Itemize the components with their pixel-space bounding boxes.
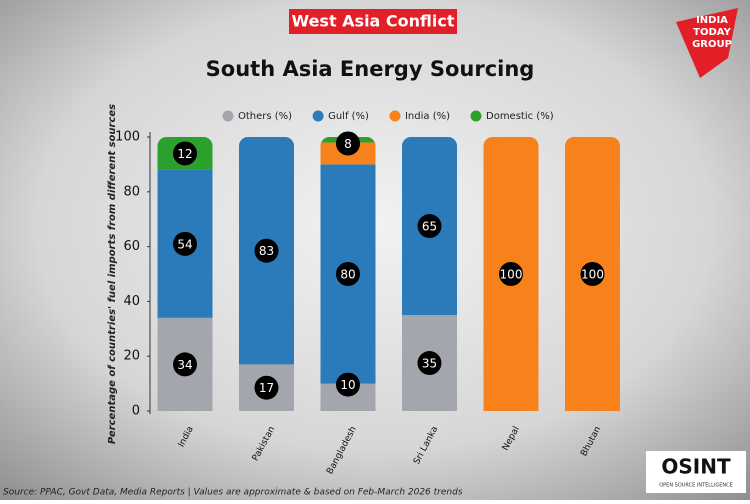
- badge-tagline: OPEN SOURCE INTELLIGENCE: [659, 483, 733, 489]
- legend-swatch: [470, 110, 482, 122]
- data-label: 35: [422, 357, 437, 371]
- y-axis-label: Percentage of countries' fuel imports fr…: [107, 104, 118, 444]
- label-badge: [417, 351, 442, 376]
- label-badge: [580, 262, 605, 286]
- bar-stack: [320, 137, 376, 411]
- legend-label: Others (%): [238, 111, 292, 122]
- label-badge: [254, 238, 279, 263]
- logo-text: INDIA: [696, 15, 728, 26]
- badge-box: [646, 451, 746, 493]
- y-tick-label: 80: [123, 184, 140, 199]
- legend-label: Domestic (%): [486, 111, 554, 122]
- legend-label: India (%): [405, 111, 450, 122]
- chart-title: South Asia Energy Sourcing: [206, 57, 535, 81]
- data-label: 54: [177, 237, 192, 251]
- logo-shape: [676, 8, 738, 78]
- label-badge: [254, 375, 279, 400]
- logo-text: TODAY: [693, 27, 731, 38]
- badge-name: OSINT: [661, 455, 731, 479]
- y-tick-label: 0: [132, 404, 140, 419]
- data-label: 8: [344, 137, 352, 151]
- data-label: 65: [422, 220, 437, 234]
- data-label: 100: [500, 268, 523, 282]
- data-label: 100: [581, 268, 604, 282]
- label-badge: [336, 262, 360, 286]
- source: Source: PPAC, Govt Data, Media Reports |…: [3, 488, 463, 498]
- legend-label: Gulf (%): [328, 111, 369, 122]
- label-badge: [336, 372, 360, 397]
- bar-stack: [239, 137, 294, 411]
- legend-swatch: [389, 110, 401, 122]
- label-badge: [173, 231, 197, 256]
- data-label: 12: [177, 147, 192, 161]
- legend-swatch: [222, 110, 234, 122]
- y-tick-label: 60: [123, 239, 140, 254]
- data-label: 80: [340, 268, 355, 282]
- label-badge: [417, 214, 442, 239]
- banner-box: [289, 9, 457, 34]
- y-tick-label: 40: [123, 294, 140, 309]
- data-label: 17: [259, 381, 274, 395]
- label-badge: [173, 141, 197, 166]
- bar-stack: [402, 137, 457, 411]
- label-badge: [173, 352, 197, 377]
- label-badge: [499, 262, 523, 286]
- data-label: 10: [340, 378, 355, 392]
- label-badge: [336, 131, 360, 156]
- y-tick-label: 100: [115, 130, 140, 145]
- y-tick-label: 20: [123, 349, 140, 364]
- data-label: 34: [177, 358, 192, 372]
- data-label: 83: [259, 244, 274, 258]
- logo-text: GROUP: [692, 39, 732, 50]
- banner: West Asia Conflict: [291, 12, 454, 31]
- legend-swatch: [312, 110, 324, 122]
